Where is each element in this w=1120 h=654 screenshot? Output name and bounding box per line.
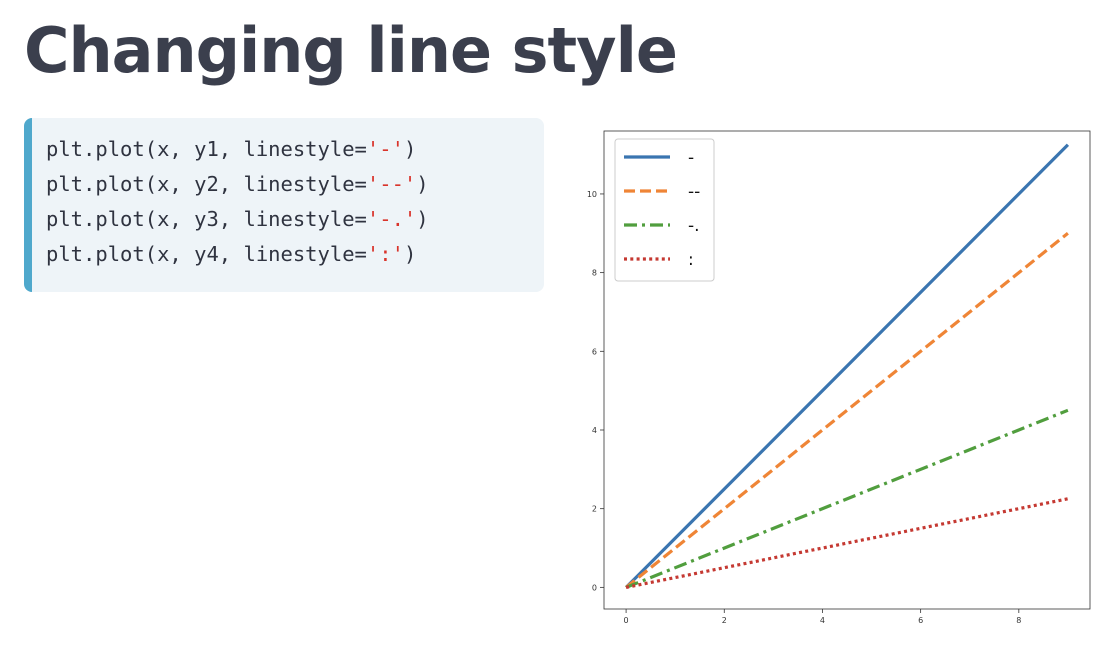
code-text: )	[416, 172, 429, 196]
y-tick-label: 0	[592, 583, 597, 592]
y-tick-label: 8	[592, 269, 597, 278]
code-text: plt.plot(x, y2, linestyle=	[46, 172, 367, 196]
code-text: )	[403, 242, 417, 266]
code-line: plt.plot(x, y1, linestyle='-')	[46, 132, 544, 167]
legend-label: --	[688, 182, 700, 202]
legend-label: :	[688, 250, 694, 270]
series-line	[624, 143, 1070, 589]
axes-frame	[603, 130, 1091, 610]
legend-label: -.	[688, 216, 700, 236]
code-block: plt.plot(x, y1, linestyle='-') plt.plot(…	[24, 118, 544, 292]
code-string: '--'	[366, 172, 417, 196]
code-string: '-'	[366, 137, 404, 161]
code-text: )	[403, 137, 417, 161]
y-tick-label: 4	[592, 426, 597, 435]
series-line	[625, 497, 1069, 589]
code-text: plt.plot(x, y4, linestyle=	[46, 242, 367, 266]
x-tick-label: 2	[722, 616, 727, 625]
x-tick-label: 8	[1016, 616, 1021, 625]
ticks-layer: 0 2 4 6 8 0 2 4 6 8 10	[587, 190, 1022, 625]
code-line: plt.plot(x, y4, linestyle=':')	[46, 237, 544, 272]
series-line	[625, 408, 1069, 589]
code-text: plt.plot(x, y1, linestyle=	[46, 137, 367, 161]
series-line	[625, 232, 1069, 589]
code-string: '-.'	[366, 207, 417, 231]
code-line: plt.plot(x, y2, linestyle='--')	[46, 167, 544, 202]
x-tick-label: 6	[918, 616, 923, 625]
y-tick-label: 6	[592, 347, 597, 356]
legend-box	[614, 138, 715, 282]
code-line: plt.plot(x, y3, linestyle='-.')	[46, 202, 544, 237]
slide-title: Changing line style	[24, 14, 678, 87]
y-tick-label: 2	[592, 505, 597, 514]
legend: ----.:	[614, 138, 715, 282]
x-tick-label: 0	[624, 616, 629, 625]
series-layer	[624, 143, 1070, 589]
code-string: ':'	[366, 242, 404, 266]
code-text: plt.plot(x, y3, linestyle=	[46, 207, 367, 231]
code-text: )	[416, 207, 429, 231]
y-tick-label: 10	[587, 190, 597, 199]
x-tick-label: 4	[820, 616, 825, 625]
legend-label: -	[688, 148, 694, 168]
